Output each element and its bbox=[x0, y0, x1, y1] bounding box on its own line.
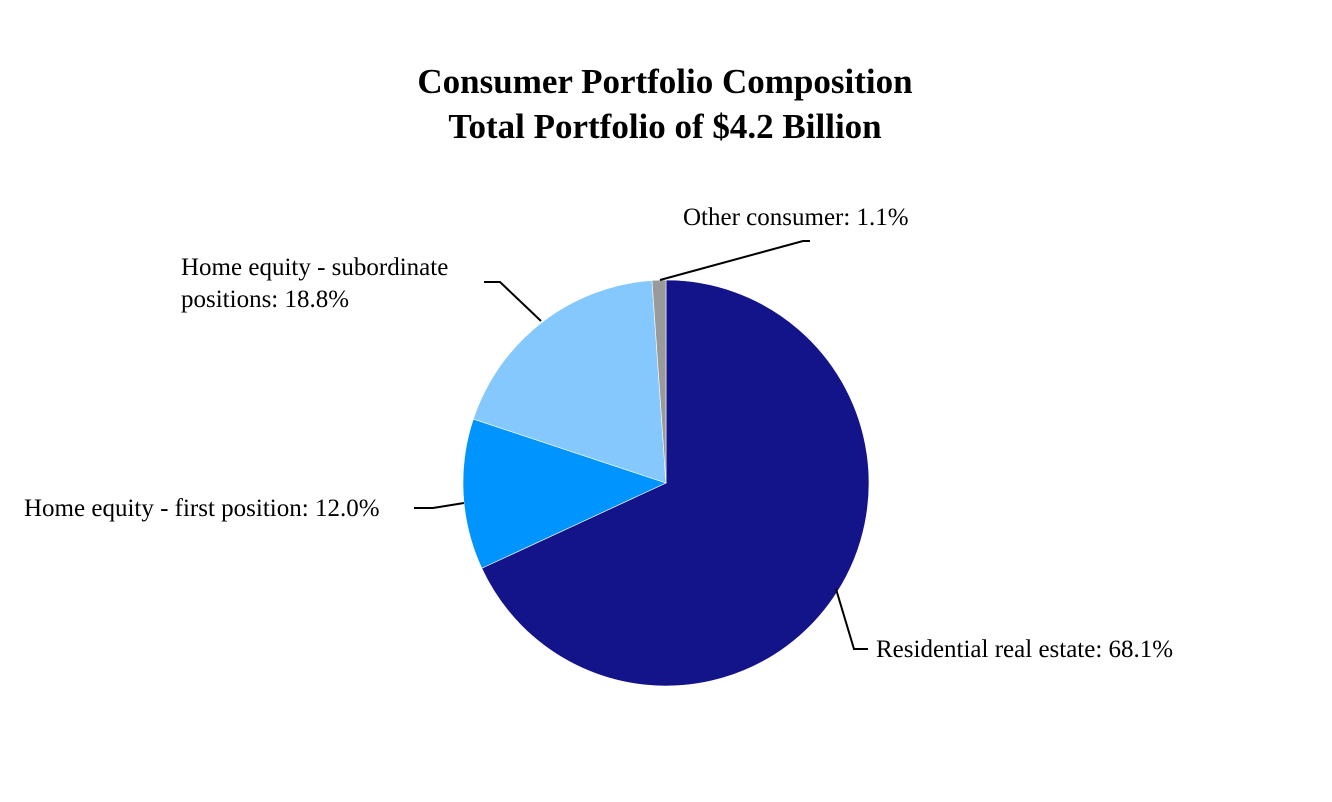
chart-title: Consumer Portfolio Composition bbox=[417, 62, 912, 101]
pie-slice-home-equity-first-position bbox=[462, 418, 667, 569]
chart-subtitle: Total Portfolio of $4.2 Billion bbox=[448, 107, 881, 146]
slice-label-other-consumer: Other consumer: 1.1% bbox=[683, 204, 909, 231]
leader-line-home-equity-subordinate bbox=[484, 281, 542, 322]
leader-line-other-consumer bbox=[659, 240, 810, 281]
slice-label-home-equity-subordinate-line1: Home equity - subordinate bbox=[181, 254, 448, 281]
pie-slice-home-equity-subordinate-positions bbox=[472, 280, 667, 484]
leader-line-residential bbox=[835, 588, 868, 650]
slice-label-residential: Residential real estate: 68.1% bbox=[876, 636, 1173, 663]
pie-slices bbox=[462, 279, 870, 687]
slice-label-home-equity-first: Home equity - first position: 12.0% bbox=[24, 495, 380, 522]
leader-line-home-equity-first bbox=[414, 502, 465, 509]
pie-slice-other-consumer bbox=[651, 279, 667, 484]
slice-label-home-equity-subordinate-line2: positions: 18.8% bbox=[181, 286, 349, 313]
